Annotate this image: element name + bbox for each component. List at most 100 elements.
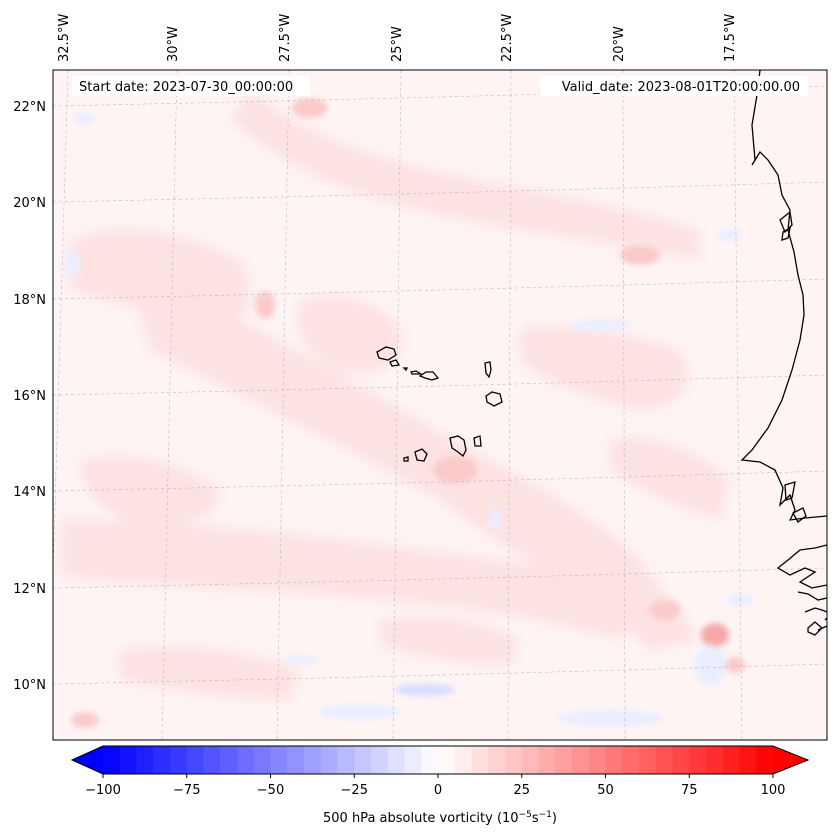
lon-label: 20°W — [612, 26, 627, 62]
vorticity-patch-right — [610, 437, 730, 520]
map-panel[interactable]: Start date: 2023-07-30_00:00:00 Valid_da… — [48, 70, 827, 740]
island-boa-vista — [485, 391, 503, 407]
colorbar-step — [639, 746, 657, 774]
vorticity-patch-east — [520, 326, 688, 410]
vorticity-min-coastal — [718, 229, 742, 241]
colorbar-ticks: −100 −75 −50 −25 0 25 50 75 100 — [85, 774, 785, 798]
vorticity-min-center — [490, 506, 500, 530]
lon-label: 22.5°W — [500, 14, 515, 62]
vorticity-strong-patches — [64, 98, 754, 728]
colorbar-step — [505, 746, 523, 774]
island-sao-vicente — [389, 359, 401, 367]
colorbar-tick-label: 50 — [597, 783, 614, 798]
lat-label: 20°N — [13, 196, 46, 211]
colorbar: −100 −75 −50 −25 0 25 50 75 100 500 hPa absolute… — [70, 745, 810, 826]
colorbar-extend-min — [72, 746, 103, 774]
colorbar-step — [471, 746, 489, 774]
coastline-banc-arguin — [779, 210, 793, 241]
graticule — [53, 70, 827, 740]
colorbar-step — [739, 746, 757, 774]
colorbar-step — [421, 746, 439, 774]
graticule-meridian — [507, 70, 512, 740]
island-sao-nicolau — [410, 370, 440, 381]
start-date-label: Start date: 2023-07-30_00:00:00 — [79, 80, 293, 95]
vorticity-min-west — [282, 655, 318, 665]
island-fogo — [414, 448, 428, 462]
colorbar-step — [404, 746, 422, 774]
graticule-parallel — [53, 374, 827, 396]
colorbar-step — [186, 746, 205, 774]
graticule-parallel — [53, 85, 827, 107]
lon-label: 30°W — [166, 26, 181, 62]
island-sal — [484, 361, 492, 379]
lat-label: 18°N — [13, 293, 46, 308]
coastline-west-africa — [740, 70, 827, 521]
graticule-parallel — [53, 567, 827, 589]
colorbar-step — [521, 746, 540, 774]
island-brava — [403, 456, 409, 462]
vorticity-patch-center — [297, 296, 402, 373]
colorbar-step — [337, 746, 355, 774]
vorticity-min-north — [75, 112, 95, 124]
graticule-parallel — [53, 278, 827, 300]
colorbar-step — [354, 746, 372, 774]
colorbar-step — [538, 746, 556, 774]
vorticity-min-south-center — [395, 684, 455, 696]
vorticity-band-south — [60, 520, 640, 640]
graticule-meridian — [161, 70, 178, 740]
colorbar-tick-label: 25 — [513, 783, 530, 798]
colorbar-step — [454, 746, 473, 774]
colorbar-step — [622, 746, 640, 774]
colorbar-step — [387, 746, 406, 774]
coastline-sierra-leone — [804, 607, 827, 636]
coastline-guinea — [776, 544, 827, 589]
valid-date-label: Valid_date: 2023-08-01T20:00:00.00 — [562, 80, 800, 95]
colorbar-tick-label: 0 — [434, 783, 442, 798]
vorticity-field — [60, 90, 754, 728]
colorbar-step — [438, 746, 456, 774]
vorticity-band-diagonal — [120, 250, 700, 650]
colorbar-step — [170, 746, 188, 774]
vorticity-min-south-east — [555, 710, 665, 726]
colorbar-step — [287, 746, 305, 774]
colorbar-step — [220, 746, 238, 774]
start-date-box — [72, 76, 310, 96]
colorbar-tick-label: −25 — [341, 783, 368, 798]
lon-label: 32.5°W — [57, 14, 72, 62]
colorbar-tick-label: 100 — [761, 783, 786, 798]
map-frame — [52, 69, 828, 741]
colorbar-step — [253, 746, 272, 774]
vorticity-max-southeast-tail — [725, 657, 745, 673]
lat-label: 16°N — [13, 389, 46, 404]
vorticity-max-north — [292, 98, 328, 118]
graticule-meridian — [392, 70, 402, 740]
colorbar-tick-label: −100 — [85, 783, 121, 798]
vorticity-max-lower-left — [71, 712, 99, 728]
island-santa-luzia — [402, 367, 409, 372]
vorticity-max-center — [433, 456, 477, 484]
colorbar-label: 500 hPa absolute vorticity (10−5s−1) — [323, 810, 557, 826]
lon-label: 25°W — [390, 26, 405, 62]
colorbar-step — [371, 746, 389, 774]
graticule-parallel — [53, 470, 827, 492]
colorbar-tick-label: −50 — [257, 783, 284, 798]
coastline-bijagos — [797, 591, 827, 601]
lat-label: 22°N — [13, 100, 46, 115]
vorticity-band-north — [230, 90, 700, 260]
vorticity-patch-lower-mid — [380, 616, 520, 665]
colorbar-extend-max — [773, 746, 808, 774]
colorbar-step — [304, 746, 322, 774]
vorticity-patch-west — [70, 229, 251, 330]
colorbar-step — [237, 746, 255, 774]
colorbar-step — [488, 746, 506, 774]
island-santo-antao — [376, 346, 397, 361]
graticule-parallel — [53, 663, 827, 685]
lon-label: 17.5°W — [723, 14, 738, 62]
colorbar-step — [555, 746, 573, 774]
colorbar-step — [722, 746, 741, 774]
colorbar-step — [119, 746, 138, 774]
colorbar-step — [320, 746, 339, 774]
graticule-parallel — [53, 181, 827, 203]
vorticity-max-west — [255, 291, 275, 319]
